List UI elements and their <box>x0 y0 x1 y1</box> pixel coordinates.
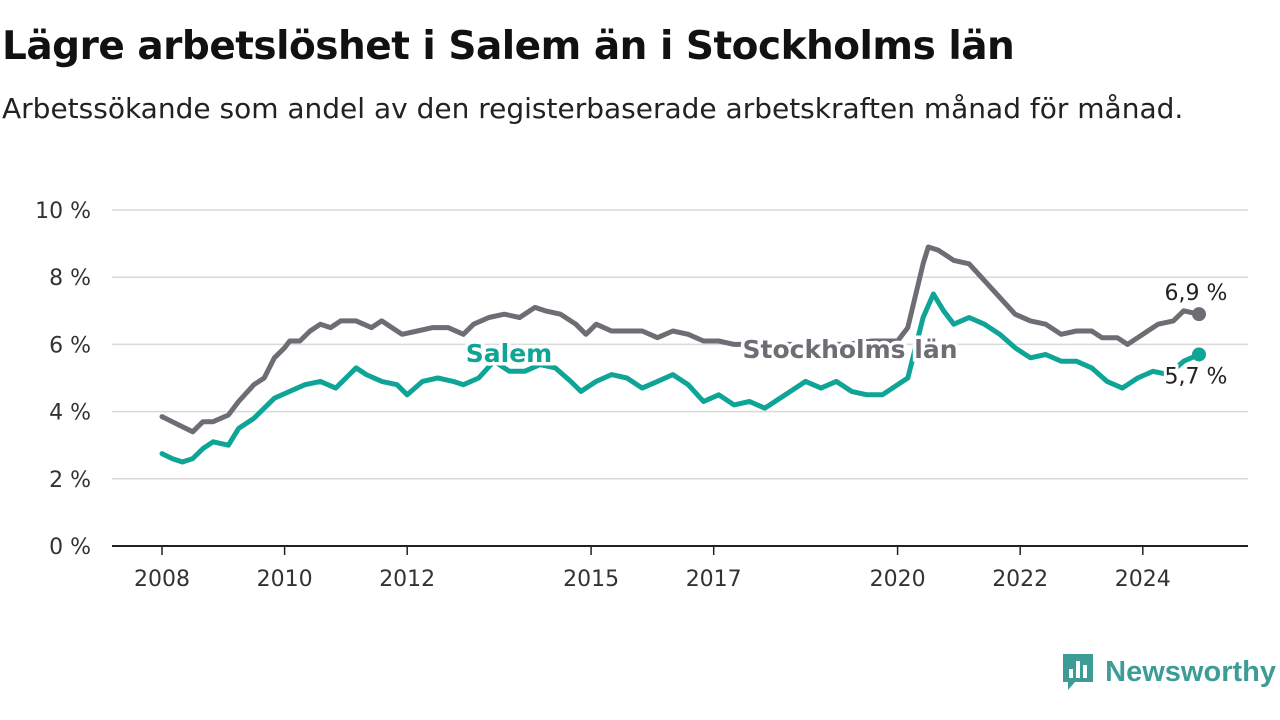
x-tick-label: 2008 <box>134 567 190 592</box>
brand-name: Newsworthy <box>1105 655 1276 688</box>
series-end-point-1 <box>1191 347 1206 362</box>
y-tick-label: 4 % <box>49 401 91 426</box>
chart-title: Lägre arbetslöshet i Salem än i Stockhol… <box>2 24 1015 69</box>
series-end-value-label: 5,7 % <box>1165 364 1228 389</box>
x-tick-label: 2015 <box>563 567 619 592</box>
line-chart: 0 % 2 % 4 % 6 % 8 % 10 % 2008 2010 2012 2015 2017… <box>35 199 1248 592</box>
x-tick-label: 2020 <box>870 567 926 592</box>
series-line-0 <box>159 244 1202 435</box>
series-labels: 6,9 % 5,7 % Stockholms län Salem <box>462 278 1230 392</box>
series-name-label: Salem <box>466 339 552 368</box>
x-tick-label: 2010 <box>257 567 313 592</box>
chart-subtitle: Arbetssökande som andel av den registerb… <box>2 92 1184 125</box>
x-tick-label: 2017 <box>686 567 742 592</box>
x-axis: 2008 2010 2012 2015 2017 2020 2022 2024 <box>112 545 1248 592</box>
x-tick-label: 2022 <box>992 567 1048 592</box>
series-lines <box>159 244 1206 465</box>
series-end-point-0 <box>1191 307 1206 322</box>
y-tick-label: 6 % <box>49 333 91 358</box>
series-end-value-label: 6,9 % <box>1165 281 1228 306</box>
series-line-1 <box>159 291 1202 465</box>
newsworthy-brand[interactable]: Newsworthy <box>1061 652 1276 692</box>
series-name-label: Stockholms län <box>743 335 958 364</box>
x-tick-label: 2012 <box>379 567 435 592</box>
grid-lines <box>112 209 1248 480</box>
y-tick-label: 10 % <box>35 199 91 224</box>
y-tick-label: 0 % <box>49 535 91 560</box>
x-tick-label: 2024 <box>1115 567 1171 592</box>
y-axis-ticks: 0 % 2 % 4 % 6 % 8 % 10 % <box>35 199 91 560</box>
y-tick-label: 8 % <box>49 266 91 291</box>
newsworthy-logo-icon <box>1063 654 1094 690</box>
y-tick-label: 2 % <box>49 468 91 493</box>
